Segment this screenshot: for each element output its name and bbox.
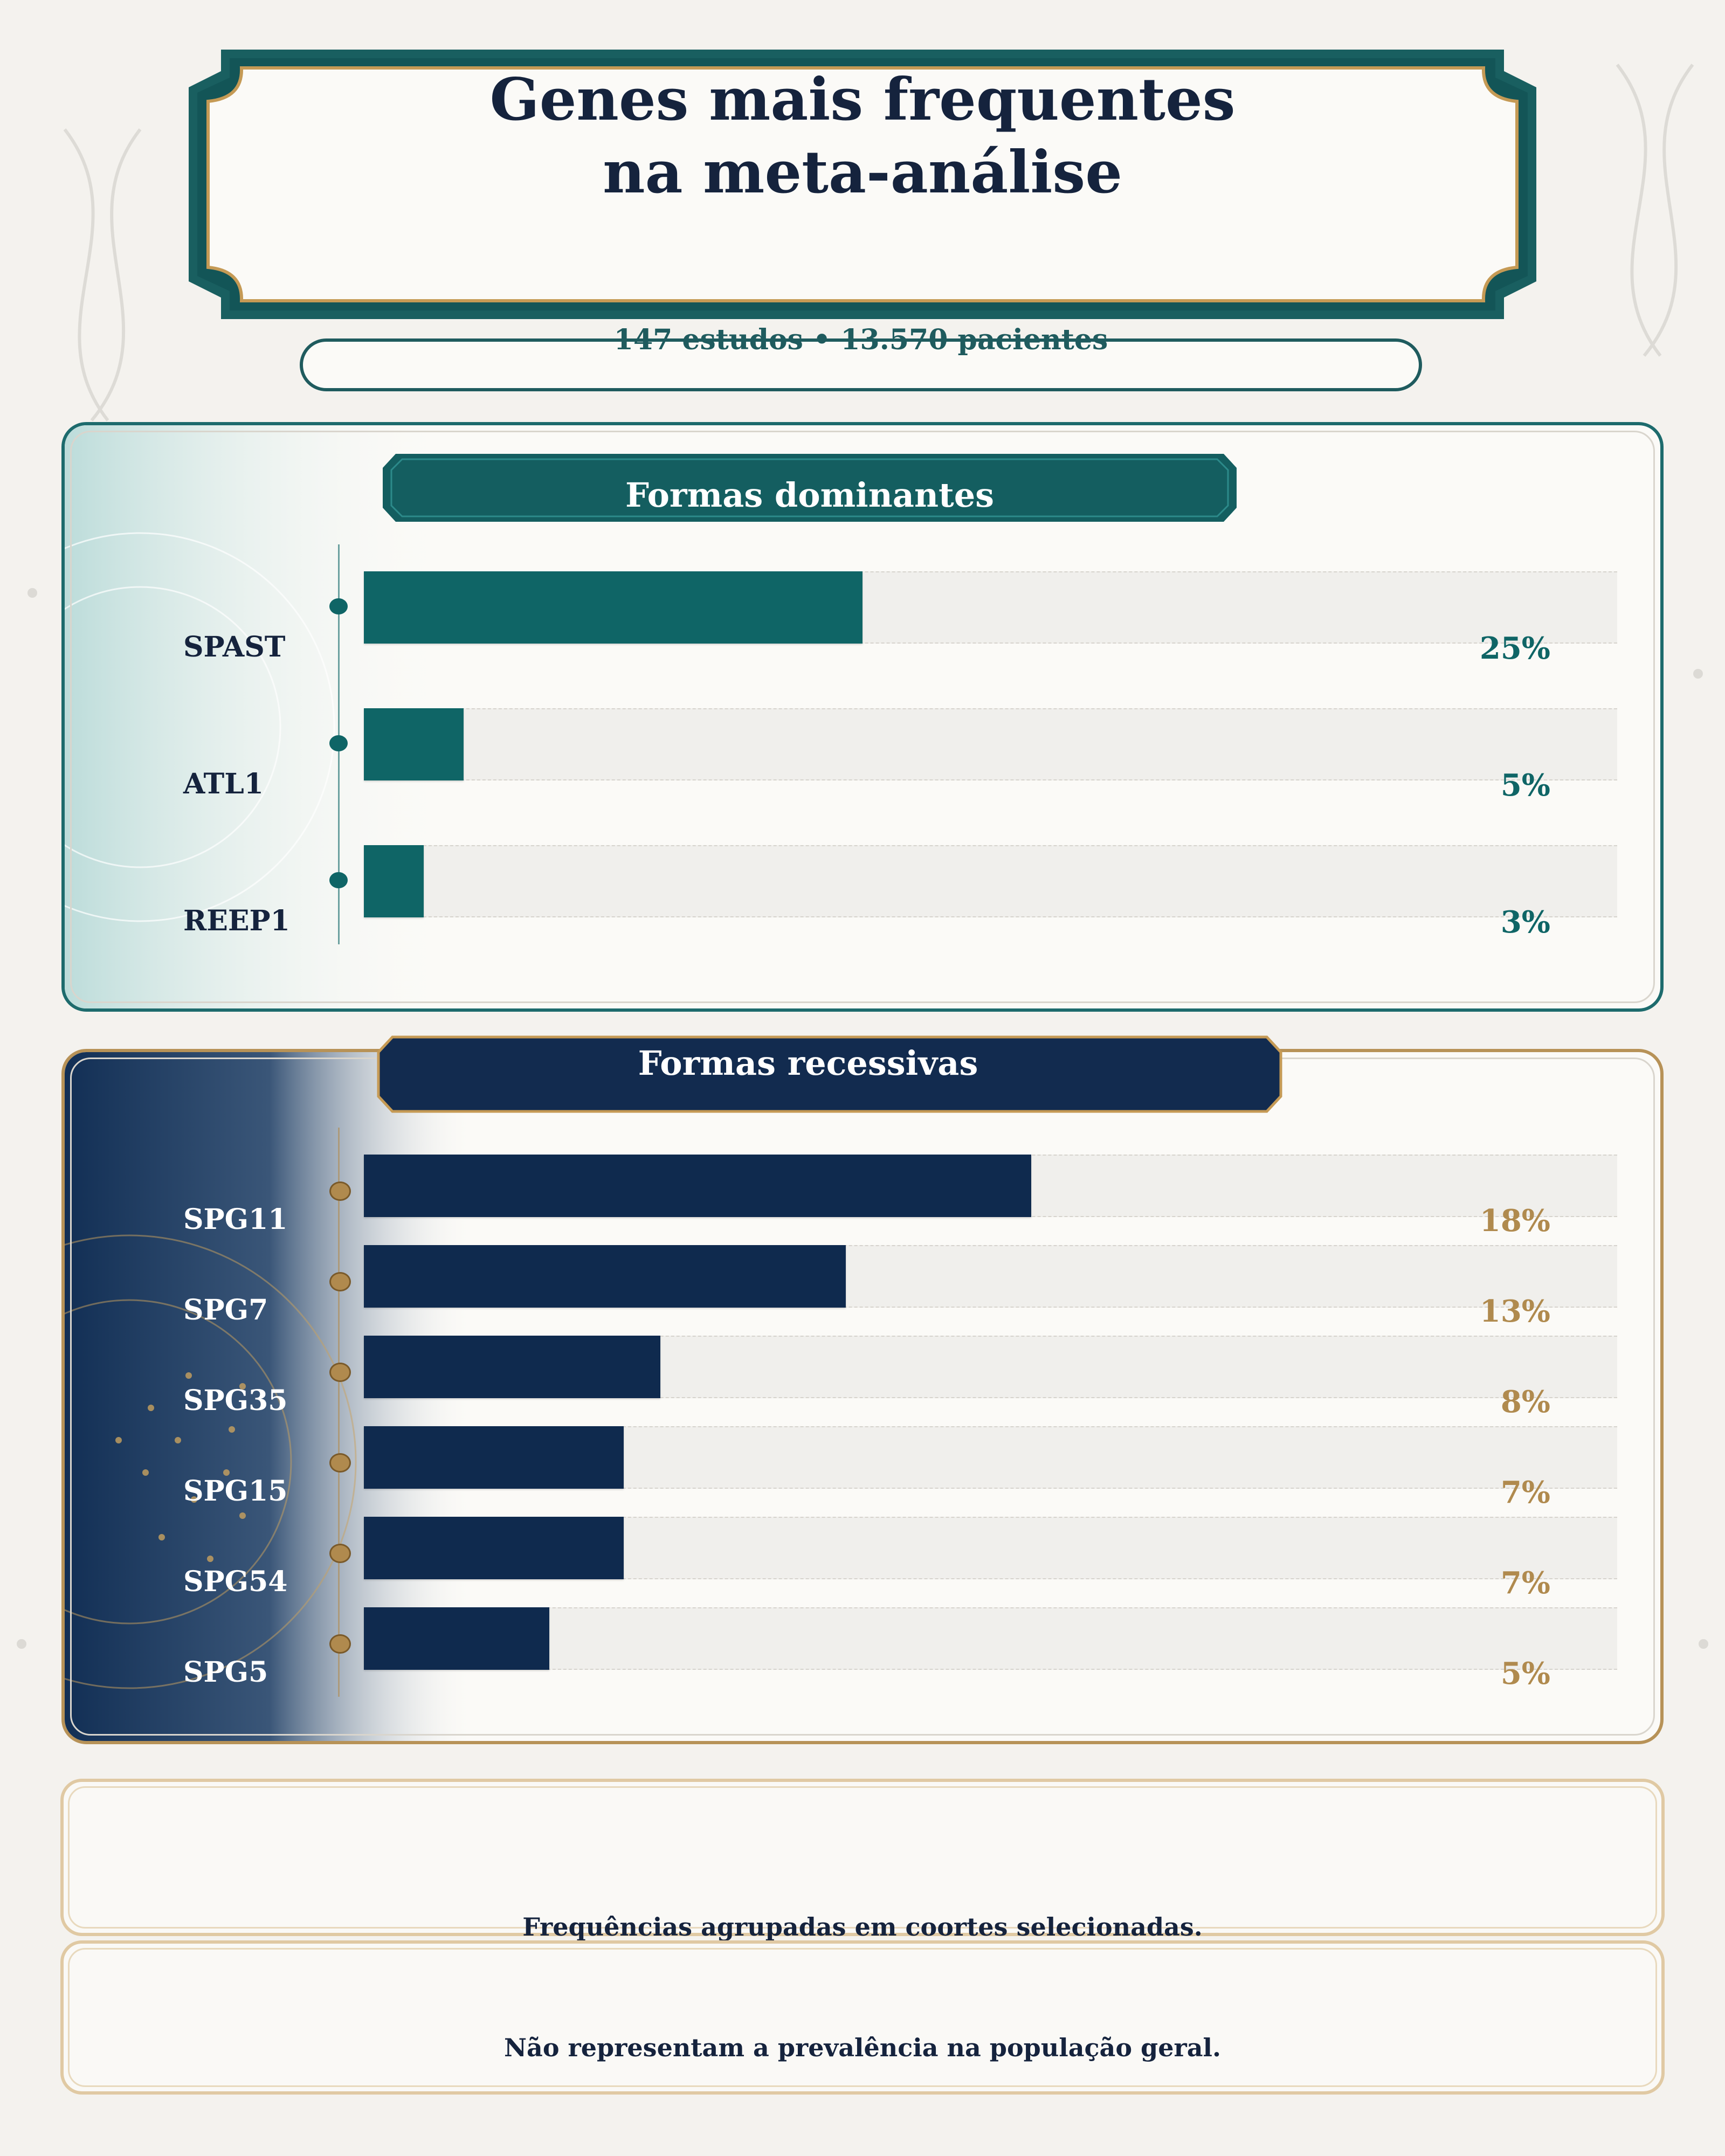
note-2: Não representam a prevalência na populaç…: [503, 2033, 1222, 2062]
subtitle-pill: [300, 338, 1422, 391]
recessive-panel-inner-border: [70, 1058, 1655, 1736]
page-title: Genes mais frequentes na meta-análise: [178, 64, 1547, 209]
recessive-section-title: Formas recessivas: [638, 1044, 978, 1083]
title-line-2: na meta-análise: [603, 139, 1122, 206]
note-box-1: [60, 1779, 1665, 1936]
dominant-section-title: Formas dominantes: [625, 475, 995, 515]
note-box-2: [60, 1940, 1665, 2095]
dominant-section-banner: [383, 454, 1237, 522]
recessive-panel: [61, 1049, 1664, 1744]
recessive-section-banner: [377, 1035, 1282, 1113]
title-line-1: Genes mais frequentes: [489, 66, 1236, 134]
subtitle: 147 estudos • 13.570 pacientes: [613, 323, 1108, 356]
note-1: Frequências agrupadas em coortes selecio…: [522, 1912, 1203, 1941]
dominant-panel-inner-border: [70, 431, 1655, 1003]
title-banner: [189, 50, 1536, 319]
